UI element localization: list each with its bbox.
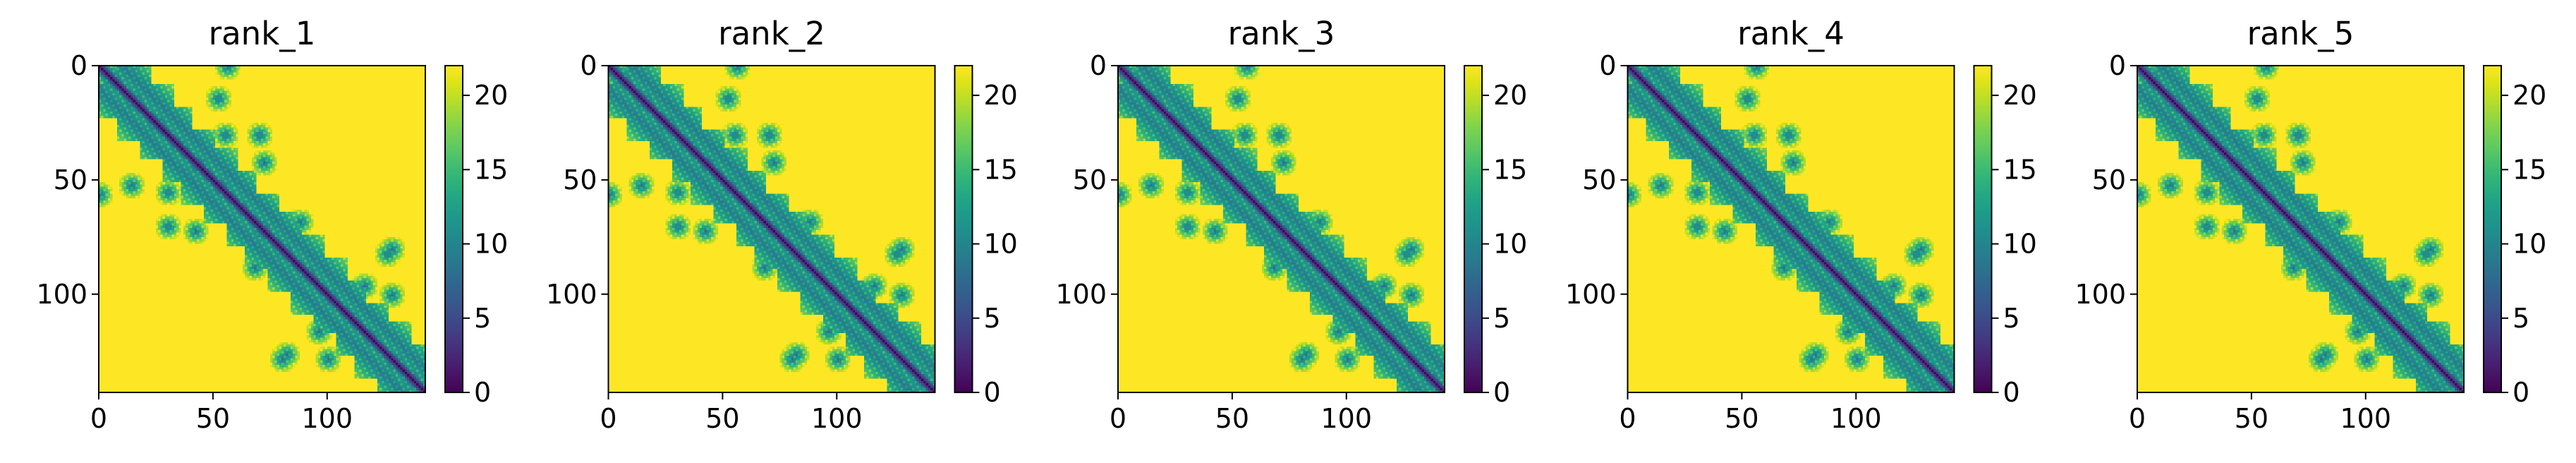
colorbar-tick-label: 15 [984, 154, 1018, 185]
panel-rank_2: rank_2 0 50 100 0 50 100 0 5 10 15 20 [546, 15, 1018, 434]
colorbar-tick-label: 20 [984, 80, 1018, 111]
y-tick-label: 0 [580, 50, 597, 81]
colorbar-tick-label: 20 [474, 80, 508, 111]
x-tick-label: 50 [2235, 403, 2268, 434]
y-tick-label: 50 [1073, 164, 1107, 196]
colorbar-tick-label: 0 [2003, 377, 2020, 408]
colorbar-tick-label: 15 [2003, 154, 2037, 185]
y-tick-label: 0 [2109, 50, 2126, 81]
x-tick-label: 100 [1830, 403, 1882, 434]
colorbar [1464, 66, 1482, 392]
colorbar-tick-label: 0 [2513, 377, 2529, 408]
colorbar-frame [1464, 65, 1483, 393]
colorbar-tick-label: 15 [1493, 154, 1527, 185]
x-tick-label: 50 [1215, 403, 1249, 434]
colorbar-tick-label: 5 [984, 303, 1001, 334]
y-tick-label: 0 [71, 50, 87, 81]
x-tick-label: 100 [2340, 403, 2392, 434]
colorbar-tick-label: 5 [2513, 303, 2529, 334]
colorbar-tick-label: 5 [474, 303, 491, 334]
panel-title: rank_5 [2247, 15, 2355, 52]
heatmap-image [1627, 66, 1955, 392]
axes-frame [607, 65, 936, 393]
colorbar-tick-label: 5 [2003, 303, 2020, 334]
x-tick-label: 100 [302, 403, 353, 434]
y-tick-label: 50 [1582, 164, 1616, 196]
axes-frame [1627, 65, 1955, 393]
x-tick-label: 50 [705, 403, 739, 434]
colorbar-frame [954, 65, 973, 393]
y-tick-label: 100 [1565, 279, 1617, 310]
y-tick-label: 0 [1599, 50, 1616, 81]
colorbar-tick-label: 5 [1493, 303, 1510, 334]
colorbar-tick-label: 10 [1493, 229, 1527, 260]
colorbar-tick-label: 20 [2003, 80, 2037, 111]
colorbar-tick-label: 0 [984, 377, 1001, 408]
colorbar [954, 66, 973, 392]
heatmap-image [1118, 66, 1445, 392]
axes-frame [1117, 65, 1445, 393]
colorbar-tick-label: 15 [474, 154, 508, 185]
colorbar-tick-label: 10 [2513, 229, 2546, 260]
colorbar-tick-label: 20 [1493, 80, 1527, 111]
colorbar-tick-label: 10 [984, 229, 1018, 260]
heatmap-image [608, 66, 935, 392]
axes-frame [2137, 65, 2465, 393]
y-tick-label: 100 [1055, 279, 1107, 310]
x-tick-label: 0 [1619, 403, 1636, 434]
panel-title: rank_2 [718, 15, 825, 52]
x-tick-label: 50 [196, 403, 230, 434]
colorbar-tick-label: 10 [2003, 229, 2037, 260]
axes-frame [98, 65, 426, 393]
colorbar-frame [1973, 65, 1993, 393]
heatmap-image [99, 66, 425, 392]
panel-rank_4: rank_4 0 50 100 0 50 100 0 5 10 15 20 [1565, 15, 2037, 434]
x-tick-label: 50 [1725, 403, 1758, 434]
y-tick-label: 50 [54, 164, 87, 196]
y-tick-label: 100 [2074, 279, 2126, 310]
colorbar-tick-label: 20 [2513, 80, 2546, 111]
panel-rank_5: rank_5 0 50 100 0 50 100 0 5 10 15 20 [2074, 15, 2546, 434]
colorbar-tick-label: 0 [1493, 377, 1510, 408]
x-tick-label: 100 [1321, 403, 1373, 434]
x-tick-label: 0 [2129, 403, 2146, 434]
colorbar-frame [2483, 65, 2502, 393]
y-tick-label: 0 [1090, 50, 1107, 81]
colorbar [445, 66, 463, 392]
heatmap-image [2137, 66, 2464, 392]
panel-title: rank_1 [209, 15, 316, 52]
colorbar [2484, 66, 2501, 392]
y-tick-label: 50 [2092, 164, 2126, 196]
panel-rank_3: rank_3 0 50 100 0 50 100 0 5 10 15 20 [1055, 15, 1527, 434]
y-tick-label: 100 [36, 279, 87, 310]
x-tick-label: 100 [811, 403, 863, 434]
x-tick-label: 0 [1110, 403, 1126, 434]
colorbar-frame [444, 65, 463, 393]
panel-title: rank_3 [1228, 15, 1335, 52]
panel-title: rank_4 [1737, 15, 1845, 52]
panel-rank_1: rank_1 0 50 100 0 50 100 0 5 10 15 20 [36, 15, 508, 434]
colorbar [1974, 66, 1992, 392]
colorbar-tick-label: 10 [474, 229, 508, 260]
colorbar-tick-label: 15 [2513, 154, 2546, 185]
y-tick-label: 50 [563, 164, 597, 196]
colorbar-tick-label: 0 [474, 377, 491, 408]
x-tick-label: 0 [600, 403, 616, 434]
x-tick-label: 0 [90, 403, 107, 434]
y-tick-label: 100 [546, 279, 597, 310]
